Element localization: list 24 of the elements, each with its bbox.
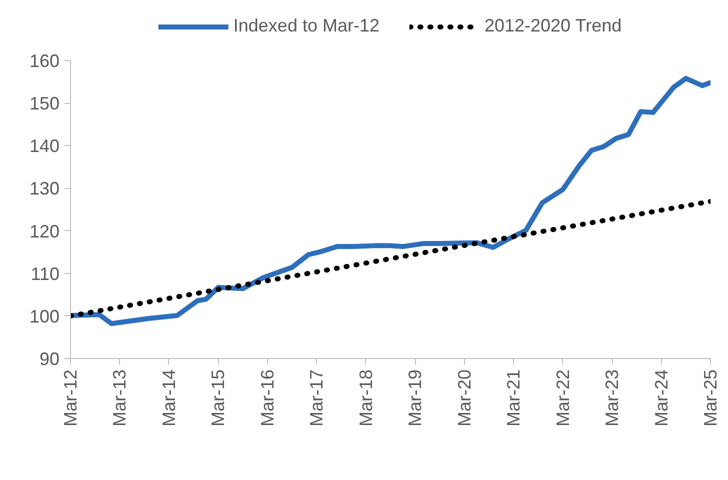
- x-tick-label: Mar-19: [405, 370, 426, 427]
- y-tick-label: 100: [29, 306, 60, 326]
- y-tick-label: 140: [29, 136, 60, 156]
- y-tick-label: 130: [29, 178, 60, 199]
- x-tick-label: Mar-13: [110, 370, 130, 427]
- x-tick-label: Mar-15: [208, 370, 228, 427]
- x-tick-label: Mar-12: [60, 370, 80, 427]
- legend-label: Indexed to Mar-12: [233, 16, 380, 36]
- x-tick-label: Mar-14: [158, 370, 179, 427]
- x-tick-label: Mar-23: [602, 370, 622, 427]
- y-tick-label: 150: [29, 94, 60, 114]
- x-tick-label: Mar-22: [552, 370, 573, 427]
- y-tick-label: 160: [29, 51, 60, 71]
- y-tick-label: 110: [30, 264, 60, 284]
- x-tick-label: Mar-24: [651, 370, 672, 427]
- x-tick-label: Mar-17: [306, 370, 327, 427]
- x-tick-label: Mar-16: [257, 370, 278, 427]
- x-tick-label: Mar-18: [356, 370, 376, 427]
- y-tick-label: 120: [29, 221, 60, 242]
- x-tick-label: Mar-20: [454, 370, 474, 427]
- x-tick-label: Mar-25: [700, 370, 720, 427]
- legend-label: 2012-2020 Trend: [484, 16, 622, 36]
- y-tick-label: 90: [39, 349, 60, 369]
- x-tick-label: Mar-21: [504, 370, 524, 427]
